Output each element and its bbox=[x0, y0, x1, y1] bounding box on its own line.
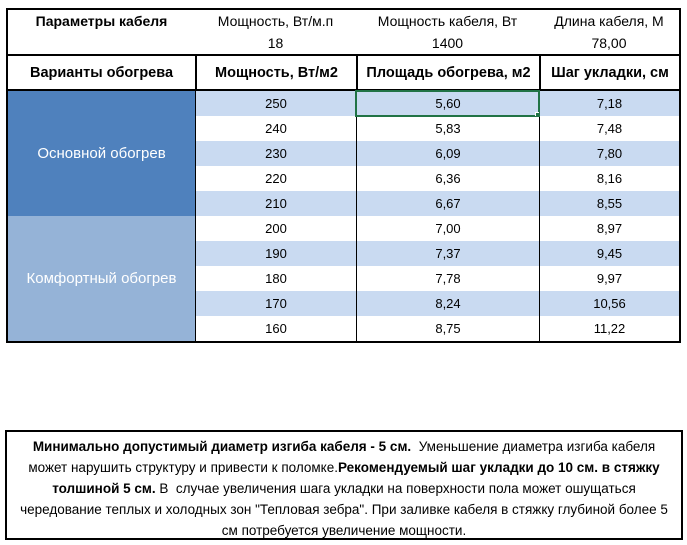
label-power-per-meter[interactable]: Мощность, Вт/м.п bbox=[195, 10, 356, 32]
power-cell[interactable]: 160 bbox=[195, 316, 356, 341]
table-row: 190 7,37 9,45 bbox=[195, 241, 679, 266]
area-cell[interactable]: 8,75 bbox=[356, 316, 539, 341]
power-cell[interactable]: 180 bbox=[195, 266, 356, 291]
header-heating-variants[interactable]: Варианты обогрева bbox=[8, 56, 195, 89]
power-cell[interactable]: 170 bbox=[195, 291, 356, 316]
note-segment: В случае увеличения шага укладки на пове… bbox=[20, 481, 672, 538]
table-row: 210 6,67 8,55 bbox=[195, 191, 679, 216]
note-segment: Уменьшение диаметра изгиба кабеля может … bbox=[28, 439, 659, 475]
heating-group-cell[interactable]: Комфортный обогрев bbox=[8, 216, 195, 341]
empty-cell[interactable] bbox=[8, 32, 195, 54]
note-segment: Рекомендуемый шаг укладки до 10 см. в ст… bbox=[52, 460, 664, 496]
power-cell[interactable]: 240 bbox=[195, 116, 356, 141]
spreadsheet-table: Параметры кабеля Мощность, Вт/м.п Мощнос… bbox=[6, 8, 681, 343]
area-cell[interactable]: 7,78 bbox=[356, 266, 539, 291]
params-value-row: 18 1400 78,00 bbox=[8, 32, 679, 54]
power-cell[interactable]: 230 bbox=[195, 141, 356, 166]
label-cable-power[interactable]: Мощность кабеля, Вт bbox=[356, 10, 539, 32]
area-cell[interactable]: 7,00 bbox=[356, 216, 539, 241]
table-row: 160 8,75 11,22 bbox=[195, 316, 679, 341]
area-cell[interactable]: 5,83 bbox=[356, 116, 539, 141]
note-segment: Минимально допустимый диаметр изгиба каб… bbox=[32, 439, 412, 454]
table-body: Основной обогрев Комфортный обогрев 250 … bbox=[8, 90, 679, 341]
header-power[interactable]: Мощность, Вт/м2 bbox=[195, 56, 356, 89]
group-column: Основной обогрев Комфортный обогрев bbox=[8, 91, 195, 341]
step-cell[interactable]: 11,22 bbox=[539, 316, 679, 341]
header-laying-step[interactable]: Шаг укладки, см bbox=[539, 56, 679, 89]
table-row: 250 5,60 7,18 bbox=[195, 90, 679, 117]
table-header-row: Варианты обогрева Мощность, Вт/м2 Площад… bbox=[8, 54, 679, 91]
cable-note-box: Минимально допустимый диаметр изгиба каб… bbox=[5, 430, 683, 540]
params-label-row: Параметры кабеля Мощность, Вт/м.п Мощнос… bbox=[8, 10, 679, 32]
table-row: 220 6,36 8,16 bbox=[195, 166, 679, 191]
label-cable-length[interactable]: Длина кабеля, М bbox=[539, 10, 679, 32]
step-cell[interactable]: 7,18 bbox=[539, 91, 679, 116]
power-cell[interactable]: 220 bbox=[195, 166, 356, 191]
value-cable-length[interactable]: 78,00 bbox=[539, 32, 679, 54]
value-cable-power[interactable]: 1400 bbox=[356, 32, 539, 54]
area-cell[interactable]: 7,37 bbox=[356, 241, 539, 266]
data-rows: 250 5,60 7,18 240 5,83 7,48 230 6,09 7,8… bbox=[195, 90, 679, 341]
step-cell[interactable]: 8,16 bbox=[539, 166, 679, 191]
value-power-per-meter[interactable]: 18 bbox=[195, 32, 356, 54]
table-row: 200 7,00 8,97 bbox=[195, 216, 679, 241]
table-row: 240 5,83 7,48 bbox=[195, 116, 679, 141]
step-cell[interactable]: 7,48 bbox=[539, 116, 679, 141]
header-heating-area[interactable]: Площадь обогрева, м2 bbox=[356, 56, 539, 89]
table-row: 180 7,78 9,97 bbox=[195, 266, 679, 291]
params-title[interactable]: Параметры кабеля bbox=[8, 10, 195, 32]
step-cell[interactable]: 9,45 bbox=[539, 241, 679, 266]
power-cell[interactable]: 210 bbox=[195, 191, 356, 216]
table-row: 170 8,24 10,56 bbox=[195, 291, 679, 316]
table-row: 230 6,09 7,80 bbox=[195, 141, 679, 166]
heating-group-cell[interactable]: Основной обогрев bbox=[8, 91, 195, 216]
step-cell[interactable]: 10,56 bbox=[539, 291, 679, 316]
area-cell[interactable]: 6,36 bbox=[356, 166, 539, 191]
power-cell[interactable]: 250 bbox=[195, 91, 356, 116]
fill-handle[interactable] bbox=[535, 112, 539, 116]
step-cell[interactable]: 9,97 bbox=[539, 266, 679, 291]
step-cell[interactable]: 8,97 bbox=[539, 216, 679, 241]
selected-cell[interactable]: 5,60 bbox=[355, 90, 540, 117]
power-cell[interactable]: 200 bbox=[195, 216, 356, 241]
area-cell[interactable]: 8,24 bbox=[356, 291, 539, 316]
power-cell[interactable]: 190 bbox=[195, 241, 356, 266]
step-cell[interactable]: 8,55 bbox=[539, 191, 679, 216]
area-cell[interactable]: 6,09 bbox=[356, 141, 539, 166]
area-cell[interactable]: 6,67 bbox=[356, 191, 539, 216]
step-cell[interactable]: 7,80 bbox=[539, 141, 679, 166]
